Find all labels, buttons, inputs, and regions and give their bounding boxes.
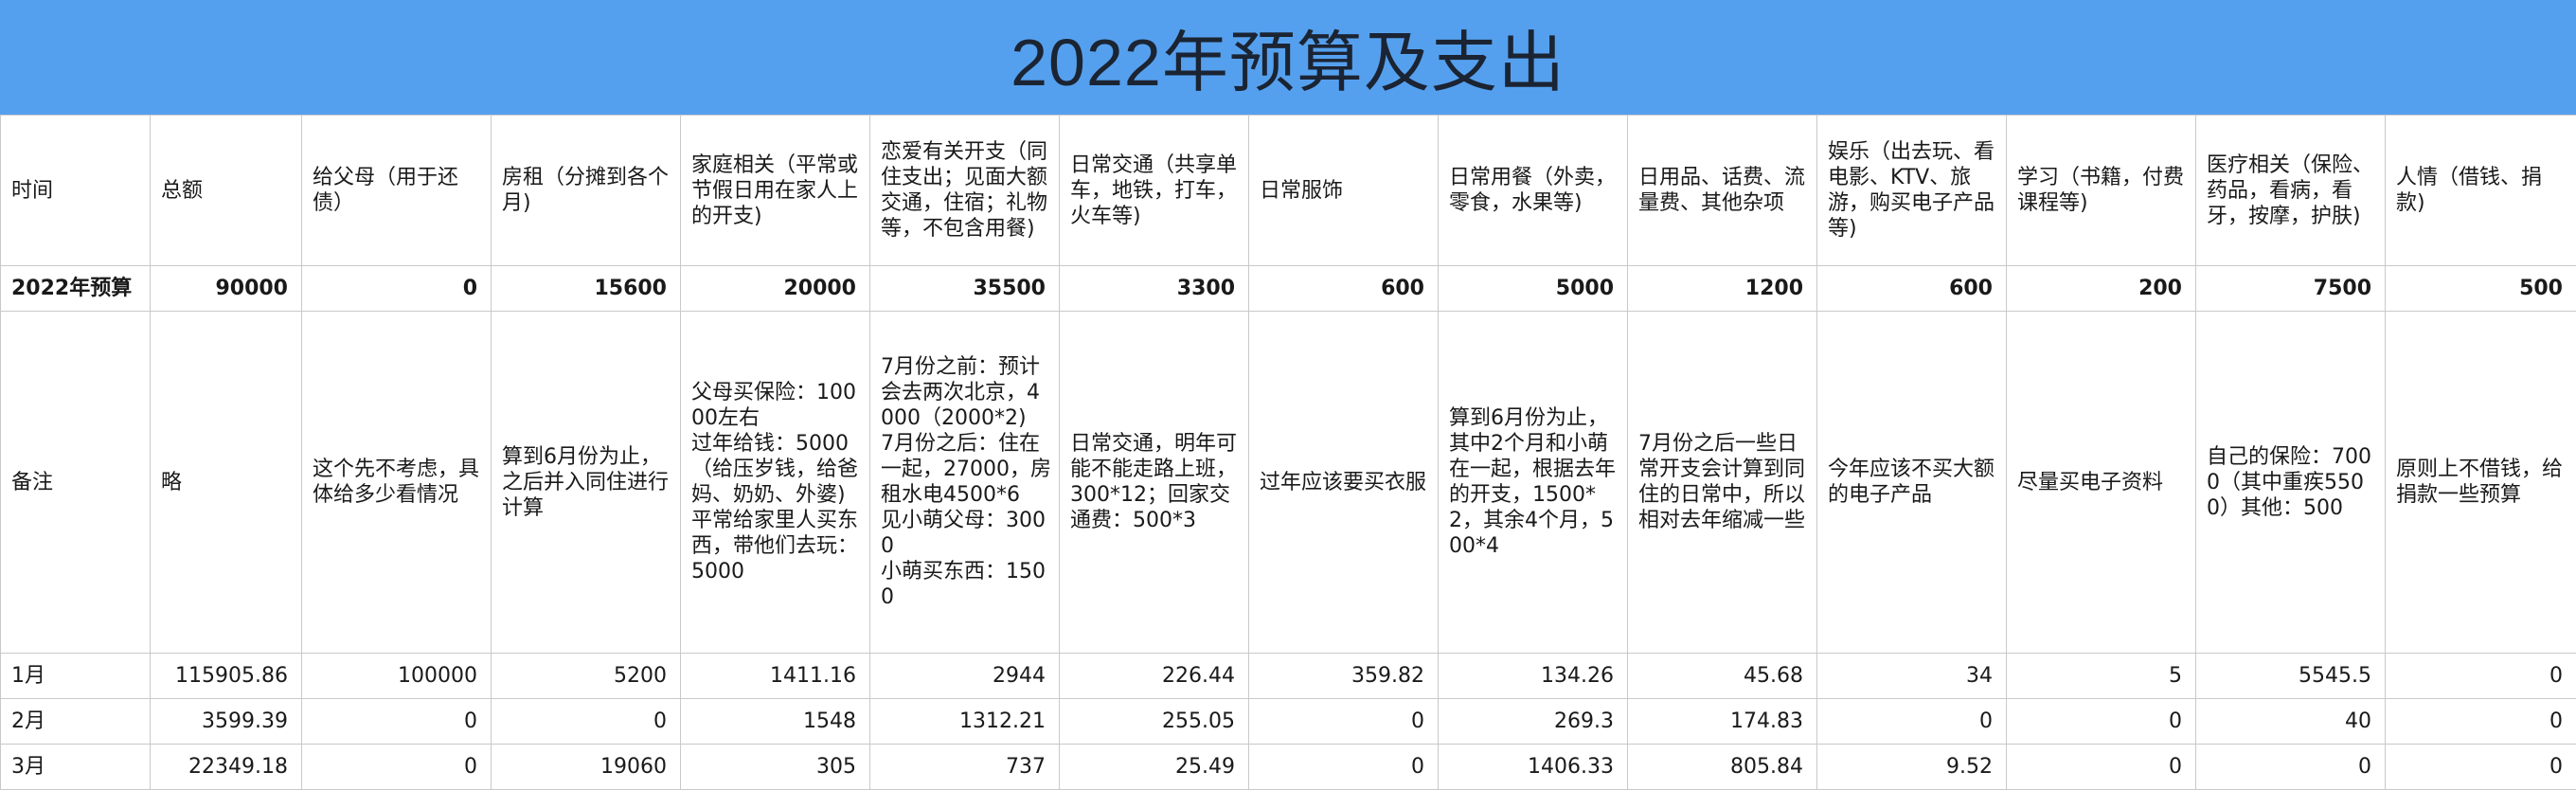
value-cell[interactable]: 3599.39 (150, 698, 302, 745)
value-cell[interactable]: 0 (2385, 744, 2576, 790)
note-cell[interactable]: 算到6月份为止，之后并入同住进行计算 (491, 311, 681, 654)
budget-cell[interactable]: 90000 (150, 265, 302, 312)
value-cell[interactable]: 5545.5 (2195, 653, 2386, 699)
note-cell[interactable]: 尽量买电子资料 (2006, 311, 2196, 654)
value-cell[interactable]: 1406.33 (1438, 744, 1628, 790)
month-row-mar: 3月 22349.18 0 19060 305 737 25.49 0 1406… (0, 744, 2576, 790)
header-cell[interactable]: 恋爱有关开支（同住支出；见面大额交通，住宿；礼物等，不包含用餐) (869, 115, 1060, 266)
budget-label-cell[interactable]: 2022年预算 (0, 265, 151, 312)
value-cell[interactable]: 305 (680, 744, 870, 790)
sheet-title: 2022年预算及支出 (1011, 26, 1565, 99)
header-cell[interactable]: 日用品、话费、流量费、其他杂项 (1627, 115, 1817, 266)
value-cell[interactable]: 1411.16 (680, 653, 870, 699)
value-cell[interactable]: 5200 (491, 653, 681, 699)
note-cell[interactable]: 算到6月份为止，其中2个月和小萌在一起，根据去年的开支，1500*2，其余4个月… (1438, 311, 1628, 654)
budget-cell[interactable]: 15600 (491, 265, 681, 312)
month-label-cell[interactable]: 2月 (0, 698, 151, 745)
note-cell[interactable]: 今年应该不买大额的电子产品 (1816, 311, 2007, 654)
value-cell[interactable]: 0 (2006, 744, 2196, 790)
value-cell[interactable]: 22349.18 (150, 744, 302, 790)
value-cell[interactable]: 115905.86 (150, 653, 302, 699)
month-label-cell[interactable]: 1月 (0, 653, 151, 699)
budget-table: 时间 总额 给父母（用于还债） 房租（分摊到各个月) 家庭相关（平常或节假日用在… (0, 115, 2576, 790)
value-cell[interactable]: 0 (2385, 653, 2576, 699)
value-cell[interactable]: 5 (2006, 653, 2196, 699)
month-row-jan: 1月 115905.86 100000 5200 1411.16 2944 22… (0, 653, 2576, 699)
header-cell[interactable]: 时间 (0, 115, 151, 266)
value-cell[interactable]: 0 (1248, 698, 1439, 745)
header-cell[interactable]: 人情（借钱、捐款) (2385, 115, 2576, 266)
value-cell[interactable]: 134.26 (1438, 653, 1628, 699)
header-cell[interactable]: 总额 (150, 115, 302, 266)
value-cell[interactable]: 19060 (491, 744, 681, 790)
budget-cell[interactable]: 500 (2385, 265, 2576, 312)
budget-cell[interactable]: 20000 (680, 265, 870, 312)
header-cell[interactable]: 学习（书籍，付费课程等) (2006, 115, 2196, 266)
budget-cell[interactable]: 3300 (1059, 265, 1249, 312)
value-cell[interactable]: 226.44 (1059, 653, 1249, 699)
value-cell[interactable]: 25.49 (1059, 744, 1249, 790)
value-cell[interactable]: 255.05 (1059, 698, 1249, 745)
value-cell[interactable]: 0 (1816, 698, 2007, 745)
note-cell[interactable]: 7月份之前：预计会去两次北京，4000（2000*2) 7月份之后：住在一起，2… (869, 311, 1060, 654)
header-cell[interactable]: 房租（分摊到各个月) (491, 115, 681, 266)
notes-row: 备注 略 这个先不考虑，具体给多少看情况 算到6月份为止，之后并入同住进行计算 … (0, 311, 2576, 654)
note-cell[interactable]: 7月份之后一些日常开支会计算到同住的日常中，所以相对去年缩减一些 (1627, 311, 1817, 654)
title-bar: 2022年预算及支出 (0, 0, 2576, 115)
budget-cell[interactable]: 200 (2006, 265, 2196, 312)
value-cell[interactable]: 0 (301, 698, 492, 745)
value-cell[interactable]: 0 (2006, 698, 2196, 745)
value-cell[interactable]: 0 (2385, 698, 2576, 745)
note-cell[interactable]: 原则上不借钱，给捐款一些预算 (2385, 311, 2576, 654)
note-cell[interactable]: 自己的保险：7000（其中重疾5500）其他：500 (2195, 311, 2386, 654)
value-cell[interactable]: 1312.21 (869, 698, 1060, 745)
note-cell[interactable]: 略 (150, 311, 302, 654)
month-row-feb: 2月 3599.39 0 0 1548 1312.21 255.05 0 269… (0, 698, 2576, 745)
notes-label-cell[interactable]: 备注 (0, 311, 151, 654)
budget-cell[interactable]: 1200 (1627, 265, 1817, 312)
note-cell[interactable]: 过年应该要买衣服 (1248, 311, 1439, 654)
value-cell[interactable]: 0 (491, 698, 681, 745)
budget-cell[interactable]: 0 (301, 265, 492, 312)
header-cell[interactable]: 家庭相关（平常或节假日用在家人上的开支) (680, 115, 870, 266)
budget-cell[interactable]: 600 (1816, 265, 2007, 312)
value-cell[interactable]: 34 (1816, 653, 2007, 699)
note-cell[interactable]: 父母买保险：10000左右 过年给钱：5000（给压岁钱，给爸妈、奶奶、外婆) … (680, 311, 870, 654)
value-cell[interactable]: 2944 (869, 653, 1060, 699)
value-cell[interactable]: 0 (2195, 744, 2386, 790)
value-cell[interactable]: 1548 (680, 698, 870, 745)
header-cell[interactable]: 医疗相关（保险、药品，看病，看牙，按摩，护肤) (2195, 115, 2386, 266)
header-cell[interactable]: 给父母（用于还债） (301, 115, 492, 266)
value-cell[interactable]: 359.82 (1248, 653, 1439, 699)
budget-cell[interactable]: 7500 (2195, 265, 2386, 312)
value-cell[interactable]: 269.3 (1438, 698, 1628, 745)
header-row: 时间 总额 给父母（用于还债） 房租（分摊到各个月) 家庭相关（平常或节假日用在… (0, 115, 2576, 266)
value-cell[interactable]: 40 (2195, 698, 2386, 745)
budget-cell[interactable]: 35500 (869, 265, 1060, 312)
value-cell[interactable]: 805.84 (1627, 744, 1817, 790)
note-cell[interactable]: 日常交通，明年可能不能走路上班，300*12；回家交通费：500*3 (1059, 311, 1249, 654)
value-cell[interactable]: 0 (1248, 744, 1439, 790)
month-label-cell[interactable]: 3月 (0, 744, 151, 790)
budget-cell[interactable]: 600 (1248, 265, 1439, 312)
header-cell[interactable]: 日常交通（共享单车，地铁，打车，火车等) (1059, 115, 1249, 266)
value-cell[interactable]: 174.83 (1627, 698, 1817, 745)
header-cell[interactable]: 日常服饰 (1248, 115, 1439, 266)
value-cell[interactable]: 9.52 (1816, 744, 2007, 790)
header-cell[interactable]: 日常用餐（外卖，零食，水果等) (1438, 115, 1628, 266)
value-cell[interactable]: 45.68 (1627, 653, 1817, 699)
budget-cell[interactable]: 5000 (1438, 265, 1628, 312)
budget-row: 2022年预算 90000 0 15600 20000 35500 3300 6… (0, 265, 2576, 312)
note-cell[interactable]: 这个先不考虑，具体给多少看情况 (301, 311, 492, 654)
value-cell[interactable]: 100000 (301, 653, 492, 699)
value-cell[interactable]: 0 (301, 744, 492, 790)
header-cell[interactable]: 娱乐（出去玩、看电影、KTV、旅游，购买电子产品等) (1816, 115, 2007, 266)
value-cell[interactable]: 737 (869, 744, 1060, 790)
